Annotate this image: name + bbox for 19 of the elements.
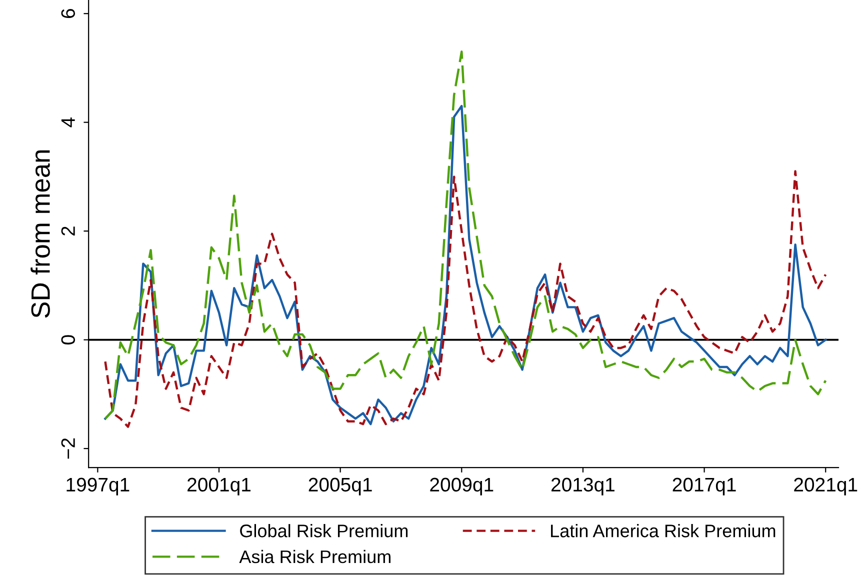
line-series <box>104 50 827 420</box>
x-tick-label: 2017q1 <box>672 478 736 496</box>
y-tick-label: 0 <box>61 335 76 344</box>
x-tick-label: 2021q1 <box>794 478 858 496</box>
line-series <box>104 104 827 426</box>
y-tick-label: −2 <box>61 438 75 459</box>
x-tick-label: 2005q1 <box>308 478 372 496</box>
legend-label: Global Risk Premium <box>240 524 408 538</box>
x-tick-label: 2001q1 <box>188 478 250 496</box>
y-tick-label: 4 <box>61 117 75 128</box>
legend-label: Asia Risk Premium <box>239 550 390 564</box>
x-tick-label: 2013q1 <box>552 478 614 496</box>
y-tick-label: 2 <box>61 226 75 236</box>
x-tick-label: 1997q1 <box>66 478 130 496</box>
y-tick-label: 6 <box>61 9 76 18</box>
y-axis-title: SD from mean <box>30 150 50 318</box>
legend-label: Latin America Risk Premium <box>551 524 776 538</box>
line-series <box>104 170 827 428</box>
x-tick-label: 2009q1 <box>430 478 494 496</box>
